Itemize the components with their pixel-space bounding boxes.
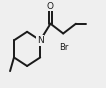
Text: Br: Br: [59, 43, 69, 52]
Text: O: O: [47, 2, 54, 11]
Text: N: N: [37, 36, 44, 45]
